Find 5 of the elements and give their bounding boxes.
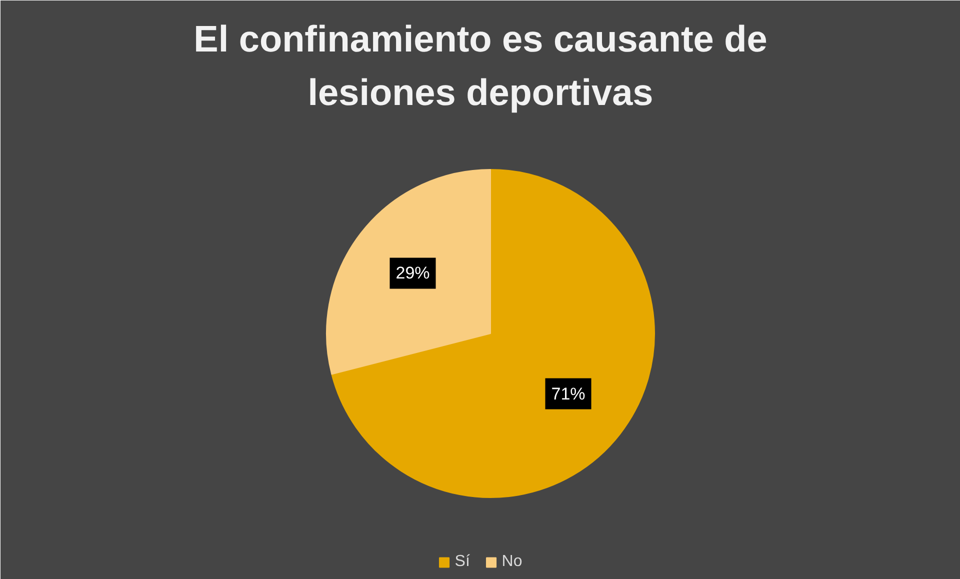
data-label: 71% [551,384,586,404]
legend-label: No [502,553,522,571]
legend-label: Sí [454,553,471,571]
data-label: 29% [396,264,430,283]
chart-title: El confinamiento es causante de lesiones deportivas [194,18,768,113]
